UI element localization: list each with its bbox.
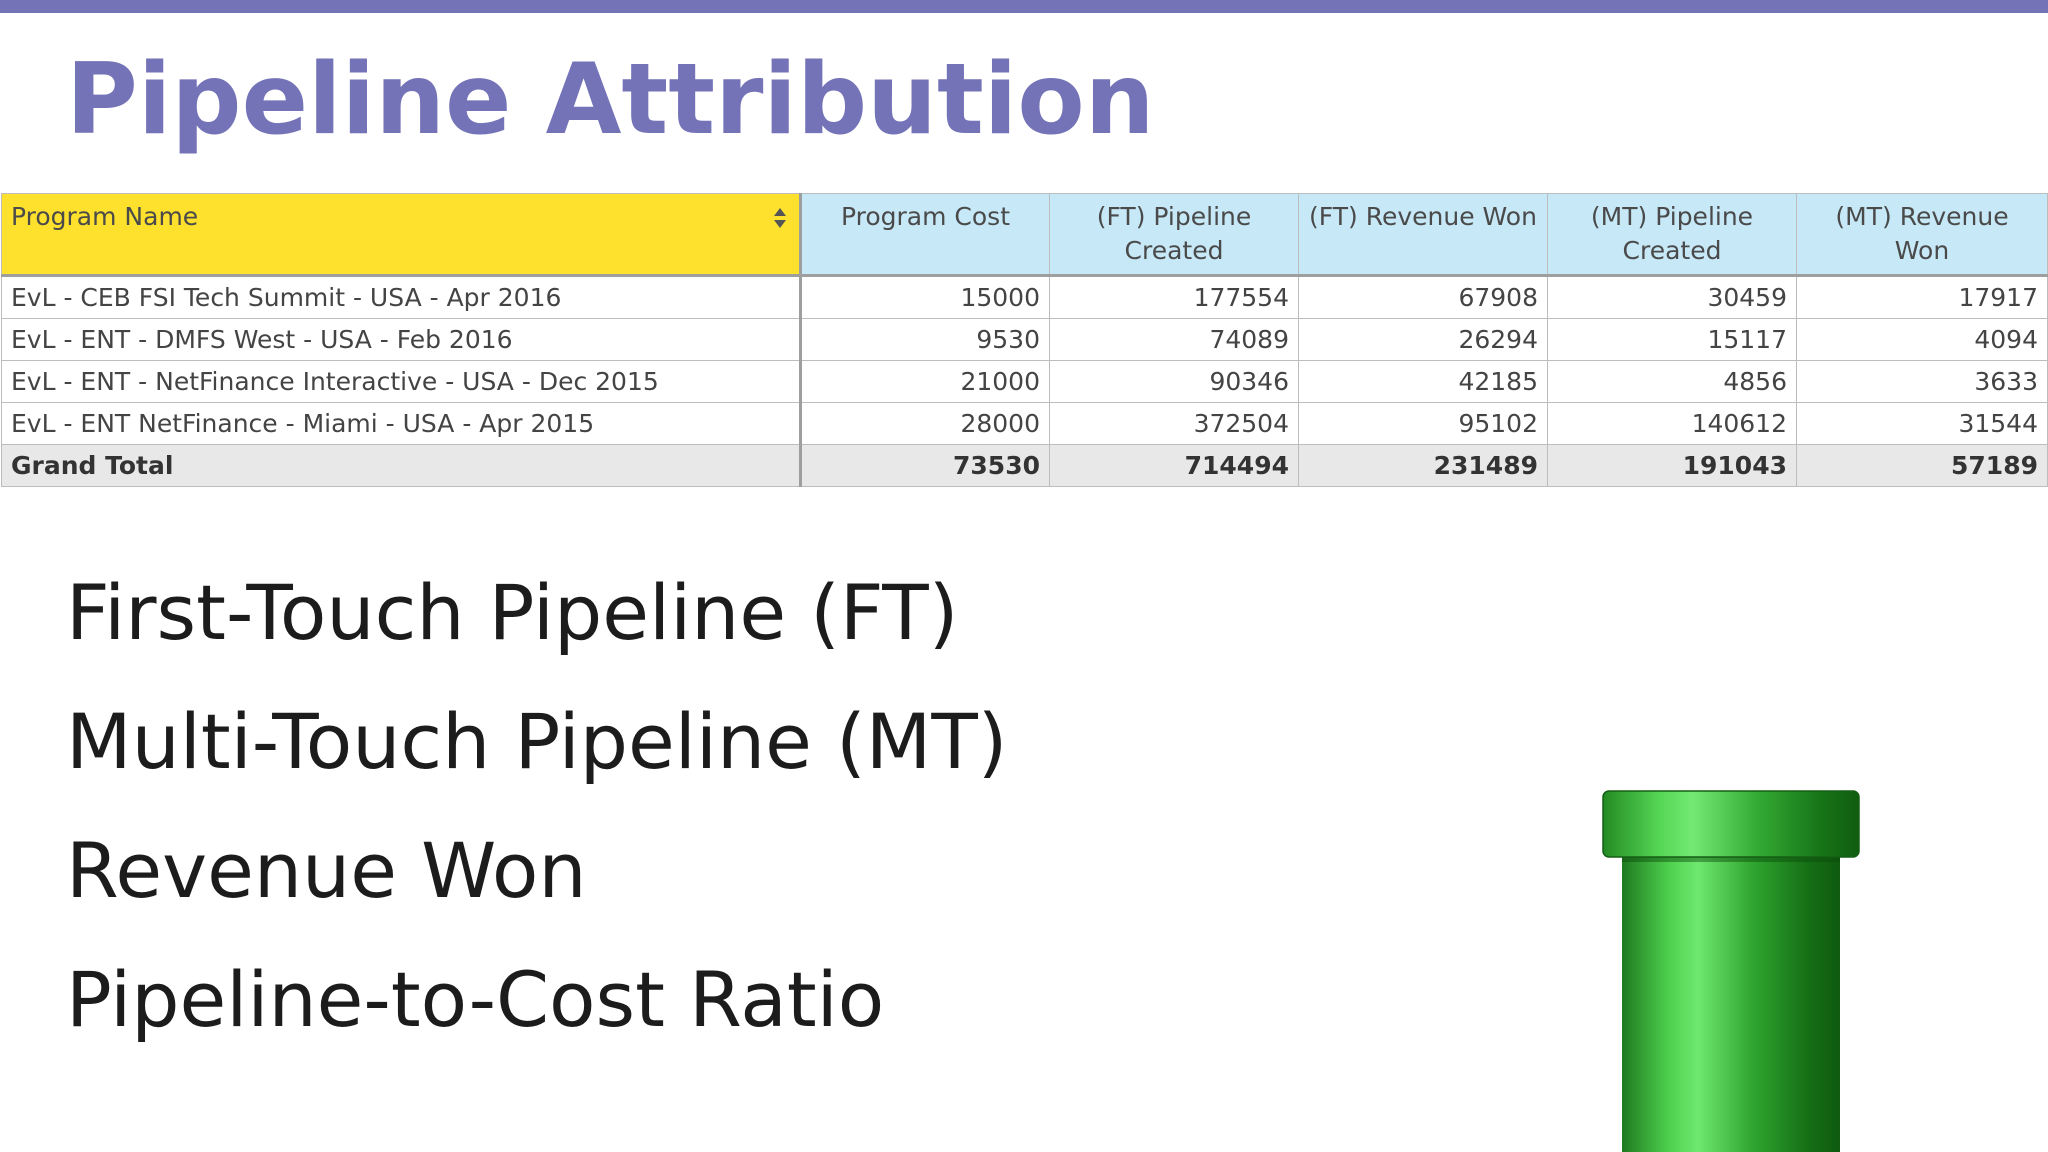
mt-revenue-cell: 17917 — [1796, 275, 2048, 319]
grand-total-row: Grand Total 73530 714494 231489 191043 5… — [1, 444, 2048, 487]
column-header-mt-revenue-won[interactable]: (MT) Revenue Won — [1796, 193, 2048, 277]
program-name-cell: EvL - CEB FSI Tech Summit - USA - Apr 20… — [1, 275, 802, 319]
column-header-label: Program Name — [11, 202, 199, 231]
table-row: EvL - ENT - NetFinance Interactive - USA… — [1, 360, 2048, 403]
mt-pipeline-cell: 30459 — [1547, 275, 1797, 319]
ft-revenue-cell: 42185 — [1298, 360, 1548, 403]
column-header-ft-pipeline-created[interactable]: (FT) Pipeline Created — [1049, 193, 1299, 277]
program-cost-cell: 15000 — [800, 275, 1050, 319]
total-ft-pipeline-cell: 714494 — [1049, 444, 1299, 487]
top-accent-bar — [0, 0, 2048, 13]
ft-revenue-cell: 26294 — [1298, 318, 1548, 361]
column-header-ft-revenue-won[interactable]: (FT) Revenue Won — [1298, 193, 1548, 277]
mt-pipeline-cell: 140612 — [1547, 402, 1797, 445]
table-row: EvL - ENT - DMFS West - USA - Feb 2016 9… — [1, 318, 2048, 361]
program-name-cell: EvL - ENT NetFinance - Miami - USA - Apr… — [1, 402, 802, 445]
mt-revenue-cell: 3633 — [1796, 360, 2048, 403]
pivot-table-container: Program Name Program Cost (FT) Pipeline … — [1, 193, 2048, 487]
program-cost-cell: 21000 — [800, 360, 1050, 403]
sort-icon[interactable] — [773, 206, 787, 230]
program-cost-cell: 28000 — [800, 402, 1050, 445]
total-mt-pipeline-cell: 191043 — [1547, 444, 1797, 487]
mt-revenue-cell: 4094 — [1796, 318, 2048, 361]
list-item-pipeline-cost-ratio: Pipeline-to-Cost Ratio — [66, 955, 885, 1044]
program-cost-cell: 9530 — [800, 318, 1050, 361]
ft-pipeline-cell: 74089 — [1049, 318, 1299, 361]
pivot-table: Program Name Program Cost (FT) Pipeline … — [1, 193, 2048, 487]
mt-pipeline-cell: 4856 — [1547, 360, 1797, 403]
list-item-revenue-won: Revenue Won — [66, 826, 587, 915]
grand-total-label: Grand Total — [1, 444, 802, 487]
list-item-ft-pipeline: First-Touch Pipeline (FT) — [66, 568, 959, 657]
ft-revenue-cell: 67908 — [1298, 275, 1548, 319]
total-ft-revenue-cell: 231489 — [1298, 444, 1548, 487]
ft-pipeline-cell: 372504 — [1049, 402, 1299, 445]
list-item-mt-pipeline: Multi-Touch Pipeline (MT) — [66, 697, 1008, 786]
metrics-list: First-Touch Pipeline (FT) Multi-Touch Pi… — [66, 548, 1007, 1064]
green-pipe-icon — [1602, 790, 1860, 1152]
table-row: EvL - ENT NetFinance - Miami - USA - Apr… — [1, 402, 2048, 445]
mt-revenue-cell: 31544 — [1796, 402, 2048, 445]
ft-pipeline-cell: 90346 — [1049, 360, 1299, 403]
column-header-program-name[interactable]: Program Name — [1, 193, 802, 277]
total-mt-revenue-cell: 57189 — [1796, 444, 2048, 487]
column-header-program-cost[interactable]: Program Cost — [800, 193, 1050, 277]
table-header-row: Program Name Program Cost (FT) Pipeline … — [1, 193, 2048, 277]
page-title: Pipeline Attribution — [66, 43, 1155, 157]
column-header-mt-pipeline-created[interactable]: (MT) Pipeline Created — [1547, 193, 1797, 277]
program-name-cell: EvL - ENT - NetFinance Interactive - USA… — [1, 360, 802, 403]
ft-revenue-cell: 95102 — [1298, 402, 1548, 445]
ft-pipeline-cell: 177554 — [1049, 275, 1299, 319]
mt-pipeline-cell: 15117 — [1547, 318, 1797, 361]
program-name-cell: EvL - ENT - DMFS West - USA - Feb 2016 — [1, 318, 802, 361]
total-program-cost-cell: 73530 — [800, 444, 1050, 487]
table-row: EvL - CEB FSI Tech Summit - USA - Apr 20… — [1, 275, 2048, 319]
